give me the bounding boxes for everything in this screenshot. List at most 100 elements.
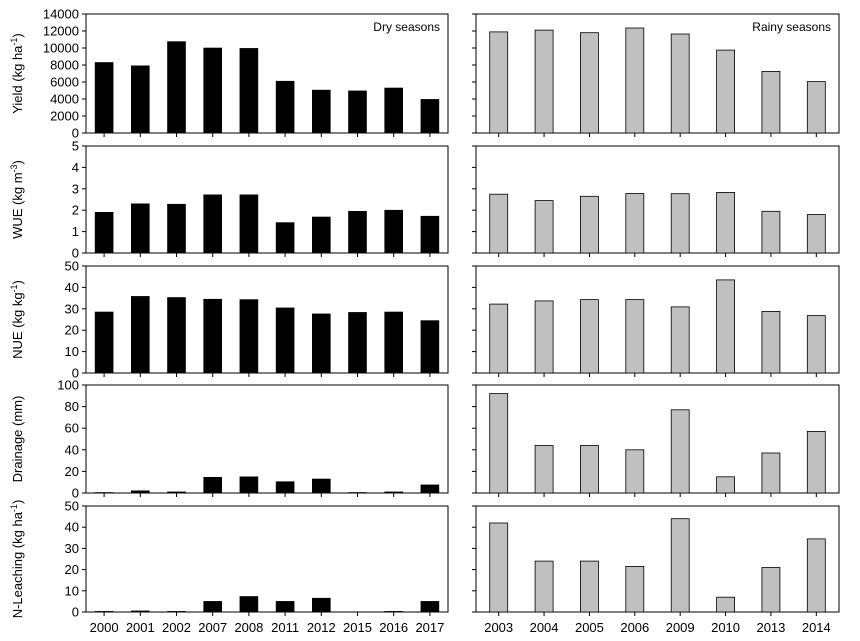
panel-row-yield: 0 2000 4000 6000 8000 10000 12000 14000 Dry seas… bbox=[9, 7, 840, 141]
bar-wue-rainy-2013 bbox=[761, 210, 781, 254]
bar-nue-dry-2007 bbox=[203, 298, 222, 374]
bar-yield-dry-2017 bbox=[420, 99, 440, 134]
y-tick-label: 20 bbox=[65, 562, 79, 577]
y-tick-label: 14000 bbox=[43, 7, 79, 22]
x-tick-label: 2003 bbox=[484, 620, 513, 635]
bar-yield-rainy-2004 bbox=[534, 29, 554, 134]
y-tick-label: 4000 bbox=[50, 92, 79, 107]
bar-drainage-dry-2015 bbox=[348, 492, 367, 494]
bar-wue-rainy-2003 bbox=[489, 193, 509, 254]
panel-frame bbox=[475, 265, 840, 374]
bar-yield-rainy-2005 bbox=[580, 32, 599, 134]
panel-n_leaching-dry: 0 10 20 30 40 50 2000 2001 2002 2007 2008 2011 2012 2… bbox=[65, 499, 449, 635]
bar-wue-dry-2001 bbox=[131, 203, 150, 254]
y-tick-label: 10000 bbox=[43, 41, 79, 56]
x-tick-label: 2005 bbox=[575, 620, 604, 635]
bar-n_leaching-dry-2000 bbox=[94, 611, 114, 613]
y-axis-label-end: ) bbox=[10, 160, 25, 164]
x-tick-label: 2011 bbox=[271, 620, 299, 635]
x-tick-label: 2001 bbox=[126, 620, 155, 635]
bar-yield-dry-2016 bbox=[384, 87, 404, 134]
y-tick-label: 12000 bbox=[43, 24, 79, 39]
bar-wue-rainy-2005 bbox=[580, 195, 599, 254]
panel-yield-dry: 0 2000 4000 6000 8000 10000 12000 14000 Dry seas… bbox=[43, 7, 449, 141]
bar-wue-rainy-2006 bbox=[625, 193, 645, 254]
x-tick-label: 2000 bbox=[90, 620, 119, 635]
panel-nue-rainy bbox=[472, 265, 840, 377]
bar-yield-rainy-2013 bbox=[761, 71, 781, 134]
bar-wue-dry-2011 bbox=[275, 222, 295, 254]
bar-nue-dry-2015 bbox=[348, 312, 367, 374]
bar-yield-dry-2008 bbox=[239, 48, 259, 134]
bar-yield-dry-2001 bbox=[131, 65, 150, 134]
bar-wue-rainy-2009 bbox=[670, 193, 690, 254]
bar-drainage-dry-2017 bbox=[420, 484, 440, 494]
y-tick-label: 5 bbox=[72, 139, 79, 154]
bar-drainage-dry-2001 bbox=[131, 490, 150, 494]
panel-frame bbox=[85, 13, 449, 134]
y-axis-label-sup: -1 bbox=[9, 38, 19, 46]
x-tick-label: 2013 bbox=[756, 620, 785, 635]
bar-drainage-rainy-2013 bbox=[761, 452, 781, 494]
y-tick-label: 2 bbox=[72, 203, 79, 218]
panel-row-drainage: 0 20 40 60 80 100 Drainage (mm) bbox=[10, 378, 840, 501]
panel-frame bbox=[85, 145, 449, 254]
bar-nue-dry-2000 bbox=[94, 311, 114, 374]
x-tick-label: 2015 bbox=[343, 620, 372, 635]
y-tick-label: 20 bbox=[65, 464, 79, 479]
y-axis-label: NUE (kg kg-1) bbox=[9, 280, 25, 359]
bar-drainage-rainy-2003 bbox=[489, 393, 509, 494]
bar-yield-dry-2002 bbox=[167, 41, 186, 134]
bar-wue-dry-2007 bbox=[203, 194, 222, 254]
bar-wue-dry-2000 bbox=[94, 212, 114, 254]
bar-drainage-dry-2002 bbox=[167, 491, 186, 494]
y-tick-label: 0 bbox=[72, 605, 79, 620]
bar-yield-dry-2007 bbox=[203, 47, 222, 134]
panel-frame bbox=[475, 145, 840, 254]
bar-nue-rainy-2003 bbox=[489, 303, 509, 374]
bar-nue-rainy-2006 bbox=[625, 299, 645, 374]
y-tick-label: 50 bbox=[65, 499, 79, 514]
bar-n_leaching-dry-2016 bbox=[384, 611, 404, 613]
y-tick-label: 3 bbox=[72, 181, 79, 196]
x-tick-label: 2009 bbox=[666, 620, 695, 635]
bar-yield-rainy-2003 bbox=[489, 31, 509, 134]
bar-wue-rainy-2004 bbox=[534, 200, 554, 254]
bar-nue-rainy-2005 bbox=[580, 299, 599, 374]
y-axis-label: Drainage (mm) bbox=[10, 396, 25, 483]
bar-drainage-rainy-2010 bbox=[716, 476, 735, 494]
y-tick-label: 0 bbox=[72, 246, 79, 261]
y-tick-label: 60 bbox=[65, 421, 79, 436]
bar-nue-rainy-2009 bbox=[670, 306, 690, 374]
y-axis-label-sup: -3 bbox=[9, 164, 19, 172]
y-tick-label: 0 bbox=[72, 366, 79, 381]
x-tick-label: 2008 bbox=[234, 620, 263, 635]
x-tick-label: 2010 bbox=[711, 620, 740, 635]
panel-frame bbox=[85, 265, 449, 374]
y-tick-label: 0 bbox=[72, 486, 79, 501]
bar-wue-dry-2015 bbox=[348, 211, 367, 254]
x-tick-label: 2016 bbox=[379, 620, 408, 635]
bar-yield-dry-2012 bbox=[311, 89, 331, 134]
bar-wue-dry-2016 bbox=[384, 209, 404, 254]
y-tick-label: 4 bbox=[72, 160, 79, 175]
panel-drainage-dry: 0 20 40 60 80 100 bbox=[57, 378, 449, 501]
y-axis-label: N-Leaching (kg ha-1) bbox=[9, 500, 25, 619]
bar-n_leaching-rainy-2003 bbox=[489, 522, 509, 613]
x-tick-label: 2002 bbox=[162, 620, 191, 635]
y-tick-label: 8000 bbox=[50, 58, 79, 73]
panel-nue-dry: 0 10 20 30 40 50 bbox=[65, 259, 449, 381]
y-tick-label: 80 bbox=[65, 399, 79, 414]
bar-drainage-dry-2012 bbox=[311, 478, 331, 494]
panel-n_leaching-rainy: 2003 2004 2005 2006 2009 2010 2013 2014 bbox=[472, 505, 840, 635]
y-axis-label-text: NUE (kg kg bbox=[10, 292, 25, 358]
panel-frame bbox=[85, 384, 449, 494]
y-tick-label: 40 bbox=[65, 520, 79, 535]
y-tick-label: 10 bbox=[65, 344, 79, 359]
panel-season-label: Rainy seasons bbox=[752, 20, 831, 34]
bar-drainage-rainy-2014 bbox=[806, 430, 826, 494]
bar-yield-dry-2015 bbox=[348, 90, 367, 134]
y-tick-label: 2000 bbox=[50, 109, 79, 124]
bar-nue-rainy-2014 bbox=[806, 315, 826, 374]
